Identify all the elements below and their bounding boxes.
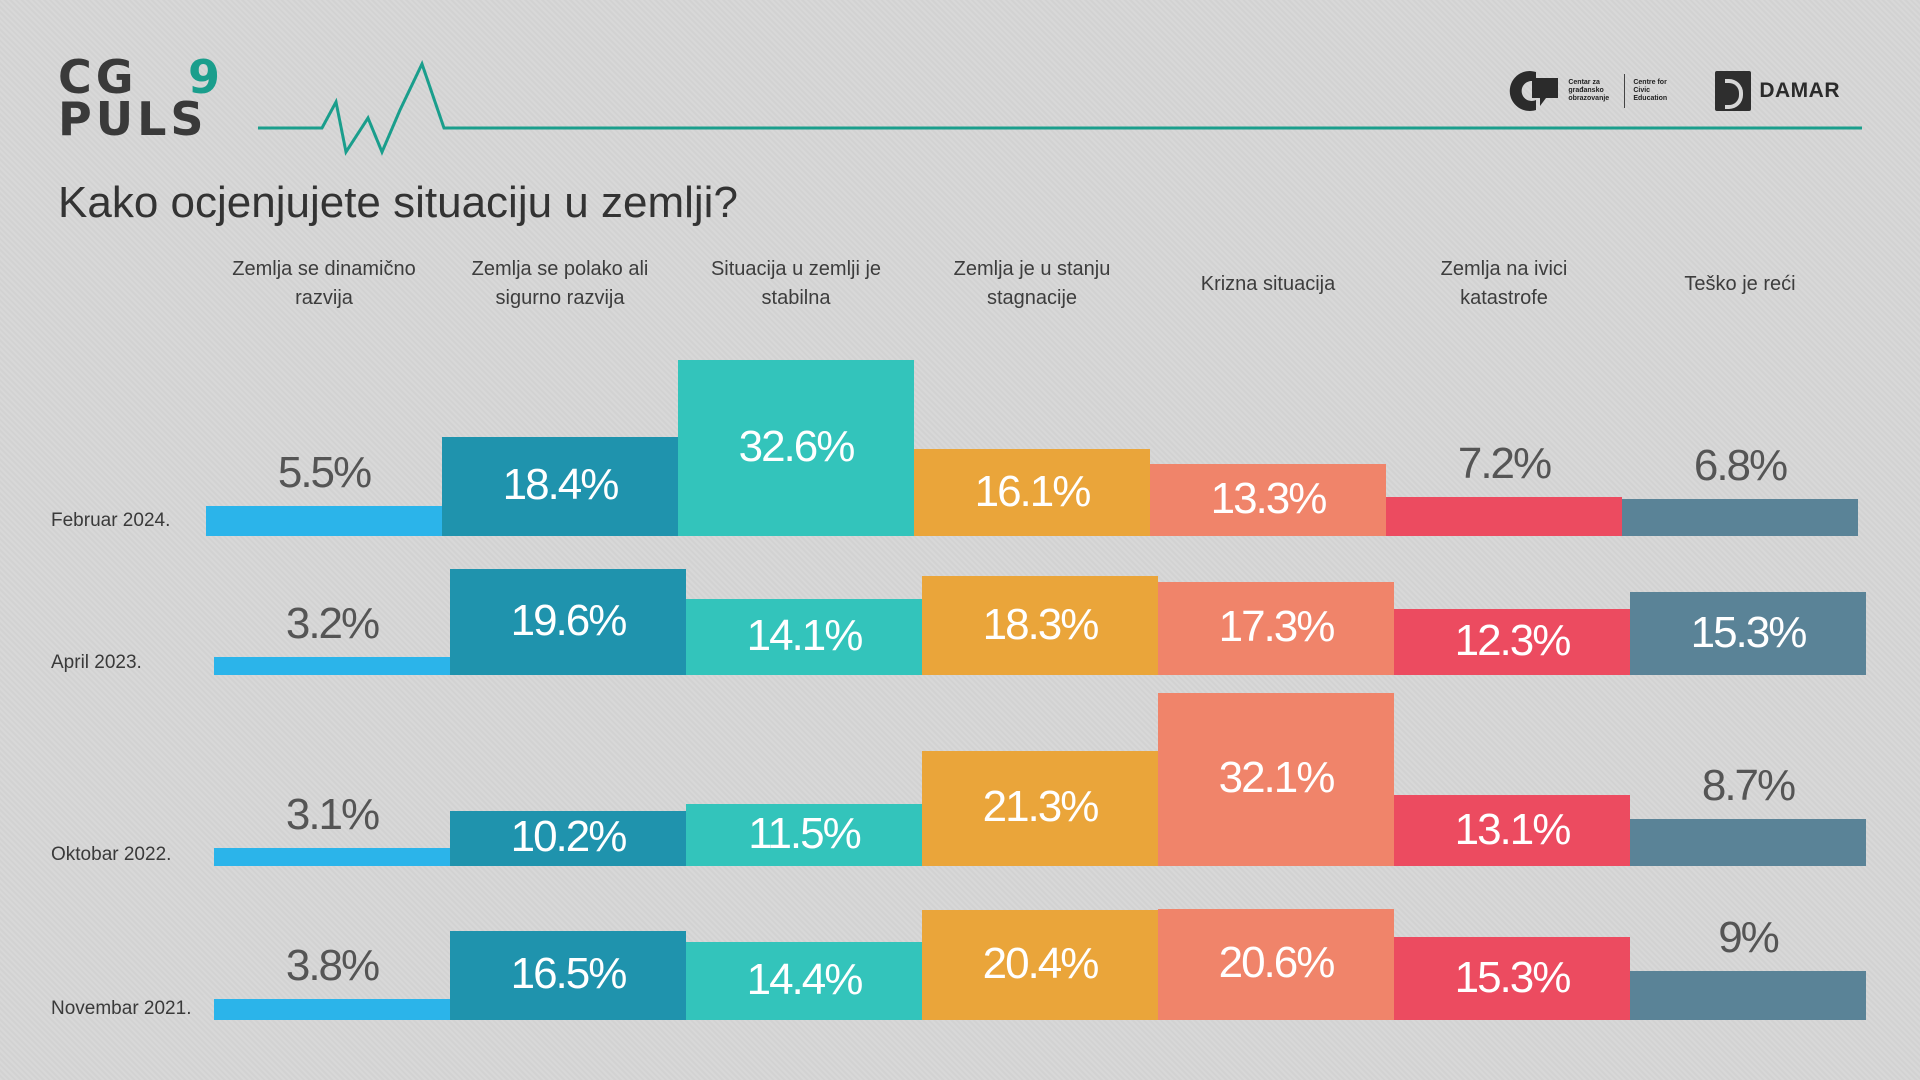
- value-label: 10.2%: [510, 812, 628, 862]
- bar-februar-2024-tesko-je-reci: [1622, 499, 1858, 536]
- bar-april-2023-krizna-situacija: [1158, 581, 1394, 675]
- value-label: 32.1%: [1218, 753, 1336, 803]
- column-header-zemlja-se-polako-ali-sigurno-razvija: Zemlja se polako ali sigurno razvija: [471, 258, 649, 309]
- value-label: 12.3%: [1454, 615, 1572, 665]
- bar-oktobar-2022-tesko-je-reci: [1630, 819, 1866, 866]
- bar-novembar-2021-zemlja-se-dinamicno-razvija: [214, 999, 450, 1020]
- logo-number: 9: [188, 50, 221, 104]
- value-label: 8.7%: [1701, 761, 1796, 811]
- value-label: 3.2%: [285, 599, 380, 648]
- value-label: 20.4%: [982, 938, 1100, 988]
- bar-april-2023-tesko-je-reci: [1630, 592, 1866, 675]
- value-label: 9%: [1718, 913, 1780, 963]
- bar-april-2023-situacija-u-zemlji-je-stabilna: [686, 598, 922, 675]
- cg-puls-logo: CG 9 PULS: [58, 50, 248, 142]
- value-label: 11.5%: [748, 808, 862, 858]
- value-label: 5.5%: [277, 448, 372, 498]
- cgo-logo: Centar za građansko obrazovanje Centre f…: [1506, 68, 1681, 114]
- bar-april-2023-zemlja-se-polako-ali-sigurno-razvija: [450, 569, 686, 675]
- bar-oktobar-2022-zemlja-se-dinamicno-razvija: [214, 848, 450, 866]
- value-label: 6.8%: [1693, 441, 1788, 491]
- chart-title: Kako ocjenjujete situaciju u zemlji?: [58, 178, 738, 227]
- column-header-zemlja-se-dinamicno-razvija: Zemlja se dinamično razvija: [232, 258, 416, 309]
- bar-oktobar-2022-krizna-situacija: [1158, 692, 1394, 866]
- column-header-zemlja-je-u-stanju-stagnacije: Zemlja je u stanju stagnacije: [953, 258, 1111, 309]
- cgo-mark-icon: [1510, 71, 1559, 111]
- bar-oktobar-2022-zemlja-se-polako-ali-sigurno-razvija: [450, 810, 686, 866]
- bar-novembar-2021-zemlja-na-ivici-katastrofe: [1394, 937, 1630, 1020]
- damar-logo: DAMAR: [1715, 71, 1840, 111]
- value-label: 16.1%: [974, 466, 1092, 516]
- partner-logos: Centar za građansko obrazovanje Centre f…: [1506, 66, 1840, 116]
- bar-februar-2024-situacija-u-zemlji-je-stabilna: [678, 359, 914, 536]
- damar-mark-icon: [1715, 71, 1752, 111]
- bar-februar-2024-zemlja-se-dinamicno-razvija: [206, 506, 442, 536]
- bar-april-2023-zemlja-se-dinamicno-razvija: [214, 657, 450, 675]
- value-label: 3.1%: [285, 790, 380, 839]
- value-label: 3.8%: [285, 941, 380, 991]
- value-label: 16.5%: [510, 949, 628, 999]
- value-label: 18.4%: [502, 460, 620, 510]
- column-header-tesko-je-reci: Teško je reći: [1684, 272, 1796, 295]
- bar-novembar-2021-zemlja-se-polako-ali-sigurno-razvija: [450, 930, 686, 1020]
- bar-oktobar-2022-situacija-u-zemlji-je-stabilna: [686, 803, 922, 866]
- row-label-april-2023: April 2023.: [51, 652, 142, 673]
- cgo-text-local: Centar za građansko obrazovanje: [1568, 79, 1610, 102]
- bar-oktobar-2022-zemlja-je-u-stanju-stagnacije: [922, 750, 1158, 866]
- cgo-text-en: Centre for Civic Education: [1633, 79, 1668, 102]
- value-label: 20.6%: [1218, 938, 1336, 988]
- bar-februar-2024-zemlja-je-u-stanju-stagnacije: [914, 449, 1150, 536]
- column-header-zemlja-na-ivici-katastrofe: Zemlja na ivici katastrofe: [1440, 258, 1568, 309]
- row-label-februar-2024: Februar 2024.: [51, 510, 171, 531]
- bar-novembar-2021-zemlja-je-u-stanju-stagnacije: [922, 909, 1158, 1020]
- bar-april-2023-zemlja-na-ivici-katastrofe: [1394, 608, 1630, 675]
- row-label-novembar-2021: Novembar 2021.: [51, 998, 192, 1019]
- cgo-divider: [1624, 74, 1626, 108]
- bar-novembar-2021-krizna-situacija: [1158, 908, 1394, 1020]
- bar-april-2023-zemlja-je-u-stanju-stagnacije: [922, 576, 1158, 675]
- value-label: 18.3%: [982, 599, 1100, 649]
- value-label: 21.3%: [982, 782, 1100, 832]
- value-label: 13.1%: [1454, 804, 1572, 854]
- damar-text: DAMAR: [1759, 79, 1840, 102]
- column-header-situacija-u-zemlji-je-stabilna: Situacija u zemlji je stabilna: [710, 258, 882, 309]
- value-label: 19.6%: [510, 596, 628, 646]
- value-label: 15.3%: [1690, 607, 1808, 657]
- value-label: 32.6%: [738, 421, 856, 471]
- bar-oktobar-2022-zemlja-na-ivici-katastrofe: [1394, 795, 1630, 866]
- value-label: 13.3%: [1210, 474, 1328, 524]
- value-label: 14.1%: [746, 610, 864, 660]
- value-label: 17.3%: [1218, 602, 1336, 652]
- bar-novembar-2021-tesko-je-reci: [1630, 971, 1866, 1020]
- value-label: 15.3%: [1454, 952, 1572, 1002]
- row-label-oktobar-2022: Oktobar 2022.: [51, 844, 172, 865]
- logo-puls-text: PULS: [58, 92, 208, 146]
- value-label: 7.2%: [1457, 439, 1552, 489]
- value-label: 14.4%: [746, 955, 864, 1005]
- bar-februar-2024-zemlja-se-polako-ali-sigurno-razvija: [442, 436, 678, 536]
- bar-novembar-2021-situacija-u-zemlji-je-stabilna: [686, 942, 922, 1020]
- bar-februar-2024-zemlja-na-ivici-katastrofe: [1386, 497, 1622, 536]
- bar-februar-2024-krizna-situacija: [1150, 464, 1386, 536]
- column-header-krizna-situacija: Krizna situacija: [1200, 272, 1336, 295]
- logo-cg-text: CG: [58, 50, 138, 104]
